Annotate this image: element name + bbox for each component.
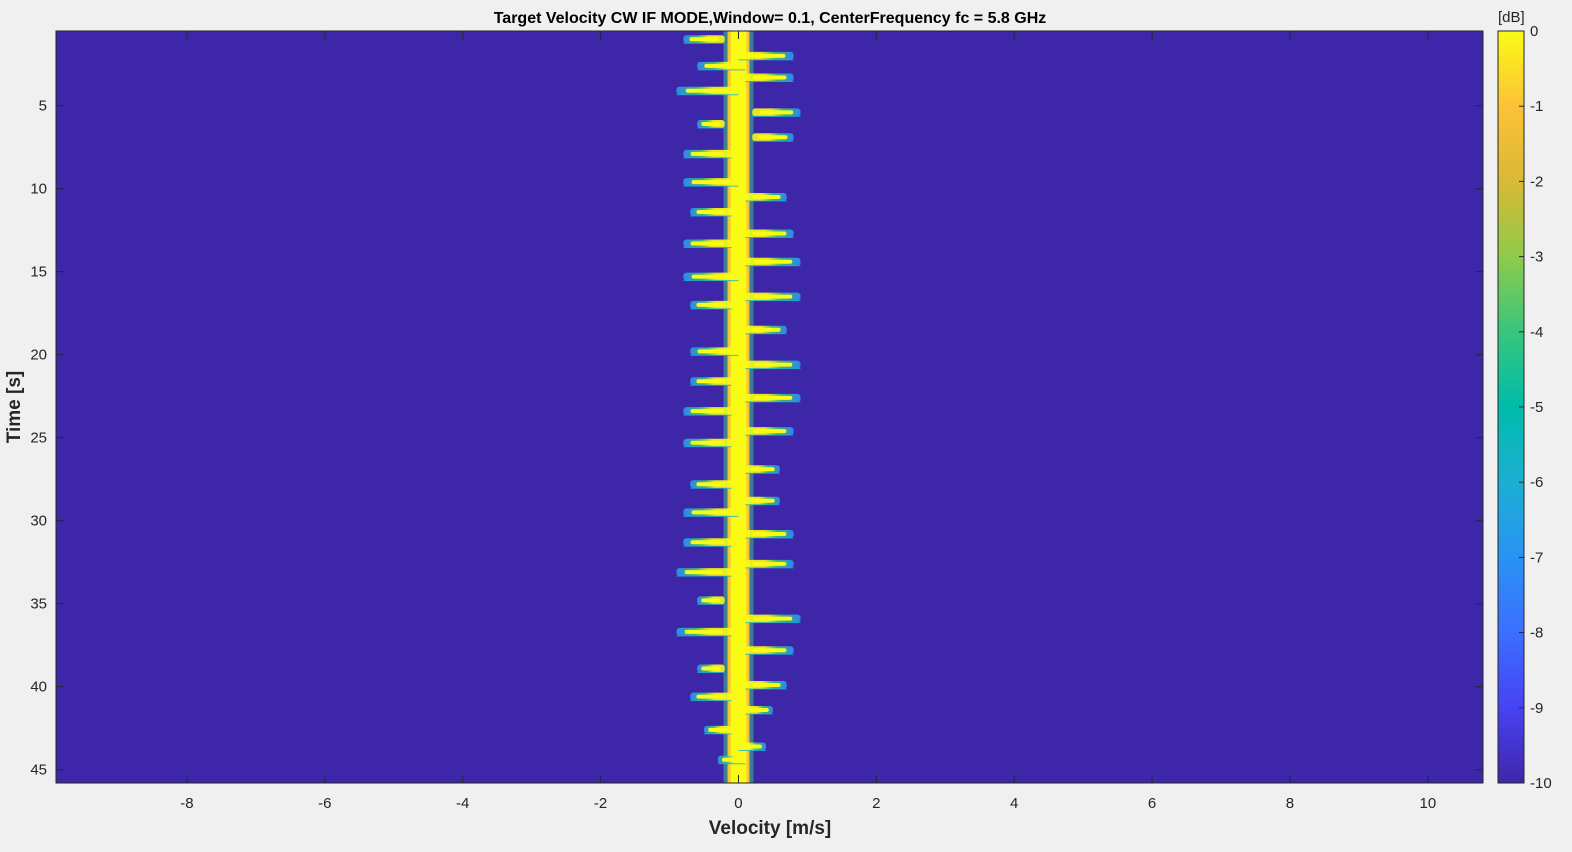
colorbar-tick-label: -7 xyxy=(1530,549,1543,566)
colorbar-tick-label: -4 xyxy=(1530,324,1543,341)
heatmap-streak-core xyxy=(749,707,769,712)
plot-frame xyxy=(55,30,1484,784)
heatmap-streak-core xyxy=(684,629,724,634)
heatmap-streak-core xyxy=(696,694,726,699)
heatmap-streak-core xyxy=(690,241,725,246)
heatmap-streak-core xyxy=(684,570,724,575)
y-tick-label: 15 xyxy=(30,264,47,281)
heatmap-streak-core xyxy=(691,510,731,515)
y-tick-label: 35 xyxy=(30,596,47,613)
heatmap-streak-core xyxy=(751,195,781,200)
colorbar-tick-label: -1 xyxy=(1530,98,1543,115)
heatmap-streak-core xyxy=(690,440,725,445)
colorbar-tick-label: -10 xyxy=(1530,775,1552,792)
y-tick-label: 5 xyxy=(39,98,47,115)
colorbar-tick-label: -2 xyxy=(1530,173,1543,190)
heatmap-streak-core xyxy=(753,362,793,367)
heatmap-streak-core xyxy=(708,727,728,732)
y-tick-label: 20 xyxy=(30,347,47,364)
x-tick-label: -4 xyxy=(456,795,469,812)
heatmap-streak-core xyxy=(701,666,721,671)
heatmap-streak-core xyxy=(746,53,786,58)
heatmap-streak-core xyxy=(753,259,793,264)
heatmap-streak-core xyxy=(750,498,775,503)
heatmap-streak-core xyxy=(751,683,781,688)
heatmap-streak-core xyxy=(758,135,788,140)
y-tick-label: 30 xyxy=(30,513,47,530)
heatmap-streak-core xyxy=(752,231,787,236)
y-tick-label: 25 xyxy=(30,430,47,447)
heatmap-streak-core xyxy=(750,467,775,472)
x-axis-label: Velocity [m/s] xyxy=(709,818,832,839)
chart-title: Target Velocity CW IF MODE,Window= 0.1, … xyxy=(494,10,1047,27)
heatmap-streak-core xyxy=(690,540,725,545)
heatmap-streak-core xyxy=(751,327,781,332)
colorbar-tick-label: -6 xyxy=(1530,474,1543,491)
heatmap-streak-core xyxy=(689,37,719,42)
plot-area xyxy=(55,30,1484,784)
colorbar-tick-label: -8 xyxy=(1530,625,1543,642)
x-tick-label: 10 xyxy=(1420,795,1437,812)
y-tick-label: 40 xyxy=(30,679,47,696)
heatmap-streak-core xyxy=(696,302,726,307)
heatmap-streak-core xyxy=(701,598,721,603)
x-tick-label: 6 xyxy=(1148,795,1156,812)
core-band xyxy=(730,31,747,783)
y-axis-label: Time [s] xyxy=(4,371,25,444)
heatmap-streak-core xyxy=(742,744,762,749)
y-axis: 5 10 15 20 25 30 35 40 45 xyxy=(30,98,1483,779)
x-tick-label: 8 xyxy=(1286,795,1294,812)
heatmap-streak-core xyxy=(697,349,732,354)
x-tick-label: -6 xyxy=(318,795,331,812)
heatmap-streak-core xyxy=(690,151,725,156)
y-tick-label: 45 xyxy=(30,762,47,779)
colorbar: [dB] 0 -1 -2 -3 -4 -5 -6 -7 -8 -9 -10 xyxy=(1497,9,1552,792)
heatmap-streak-core xyxy=(759,110,794,115)
x-tick-label: 2 xyxy=(872,795,880,812)
heatmap-streak-core xyxy=(721,757,742,762)
heatmap-streak-core xyxy=(752,648,787,653)
heatmap-streak-core xyxy=(753,616,793,621)
colorbar-tick-label: 0 xyxy=(1530,23,1538,40)
heatmap-streak-core xyxy=(690,409,725,414)
x-tick-label: -8 xyxy=(180,795,193,812)
x-tick-label: 0 xyxy=(734,795,742,812)
heatmap-streak-core xyxy=(752,429,787,434)
heatmap-streak-core xyxy=(753,294,793,299)
heatmap-streak-core xyxy=(753,395,793,400)
heatmap-streak-core xyxy=(696,209,726,214)
colorbar-tick-label: -3 xyxy=(1530,249,1543,266)
heatmap-streak-core xyxy=(752,75,787,80)
colorbar-tick-label: -5 xyxy=(1530,399,1543,416)
x-axis: -8 -6 -4 -2 0 2 4 6 8 10 xyxy=(180,31,1436,812)
x-tick-label: 4 xyxy=(1010,795,1018,812)
colorbar-unit-label: [dB] xyxy=(1498,9,1525,26)
x-tick-label: -2 xyxy=(594,795,607,812)
heatmap-streak-core xyxy=(691,274,731,279)
heatmap-streak-core xyxy=(685,88,730,93)
heatmap-background xyxy=(56,31,1483,783)
heatmap-streak-core xyxy=(752,531,787,536)
heatmap-streak-core xyxy=(701,121,721,126)
heatmap-streak-core xyxy=(752,561,787,566)
heatmap-streak-core xyxy=(691,180,731,185)
y-tick-label: 10 xyxy=(30,181,47,198)
colorbar-tick-label: -9 xyxy=(1530,700,1543,717)
heatmap-streak-core xyxy=(704,63,739,68)
heatmap-streak-core xyxy=(696,379,726,384)
heatmap-streak-core xyxy=(696,482,726,487)
